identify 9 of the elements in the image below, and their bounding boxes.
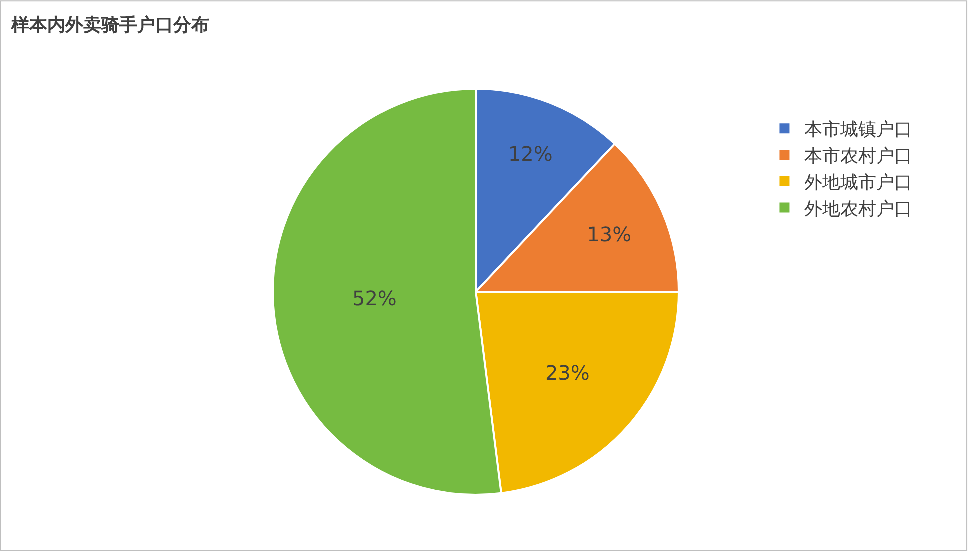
data-label: 12% <box>508 142 553 166</box>
data-label: 13% <box>587 222 632 246</box>
legend-label: 本市农村户口 <box>804 146 913 168</box>
text: 样本内外卖骑手户口分布 <box>10 15 210 36</box>
legend-label: 外地城市户口 <box>804 172 913 194</box>
data-label: 52% <box>352 286 397 310</box>
legend-label: 本市城镇户口 <box>804 120 913 141</box>
data-label: 23% <box>545 360 590 385</box>
legend-label: 外地农村户口 <box>804 198 913 220</box>
